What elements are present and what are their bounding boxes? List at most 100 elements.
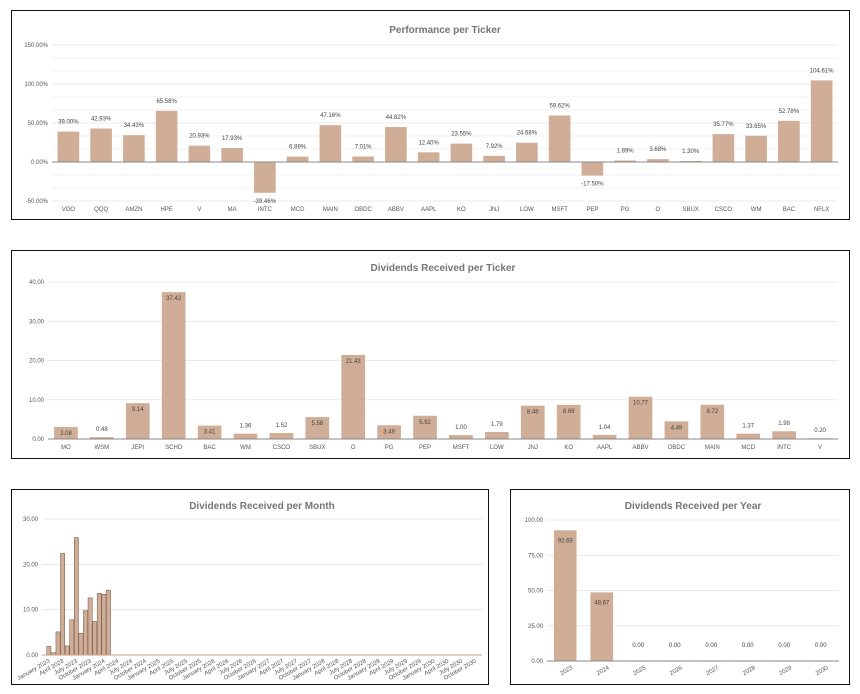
x-tick-label: 2028 — [742, 665, 757, 677]
x-tick-label: INTC — [777, 445, 792, 451]
bar-mcd — [736, 433, 761, 439]
y-tick-label: 0.00 — [32, 437, 44, 443]
x-tick-label: ABBV — [388, 207, 404, 213]
dividends-per-ticker-panel: Dividends Received per Ticker 0.00 10.00 20… — [11, 250, 850, 459]
bar-jnj — [520, 405, 545, 439]
performance-chart-panel: Performance per Ticker -50.00% 0.00% 50.00%… — [11, 10, 850, 220]
x-tick-label: LOW — [520, 207, 534, 213]
x-tick-label: AAPL — [421, 207, 437, 213]
y-tick-label: 40.00 — [29, 280, 45, 286]
y-tick-label: 30.00 — [23, 517, 39, 523]
x-tick-label: JNJ — [528, 445, 538, 451]
bar-pg — [614, 160, 636, 162]
bar-hpe — [155, 110, 178, 162]
y-tick-label: 20.00 — [29, 359, 45, 365]
data-label: 1.89% — [617, 149, 635, 155]
data-label: 1.36 — [240, 424, 252, 430]
data-label: 12.40% — [418, 140, 439, 146]
x-tick-label: WM — [240, 445, 251, 451]
data-label: 3.49 — [383, 429, 395, 435]
bar-month-7 — [74, 537, 79, 656]
x-tick-label: WSM — [95, 445, 110, 451]
x-tick-label: 2026 — [669, 665, 684, 677]
x-tick-label: CSCO — [273, 445, 291, 451]
data-label: 35.77% — [713, 122, 734, 128]
x-tick-label: MAIN — [705, 445, 720, 451]
bar-msft — [548, 115, 571, 162]
y-tick-label: 30.00 — [29, 319, 45, 325]
data-label: 8.69 — [563, 409, 575, 415]
x-tick-label: MA — [228, 207, 237, 213]
data-label: 5.92 — [419, 420, 431, 426]
data-label: 33.65% — [746, 124, 767, 130]
bar-main — [319, 125, 342, 162]
dividends-per-month-chart: Dividends Received per Month 0.00 10.00 20.… — [17, 501, 482, 682]
x-tick-label: MAIN — [323, 207, 338, 213]
bar-month-3 — [55, 631, 61, 656]
x-tick-label: OBDC — [668, 445, 686, 451]
data-label: 21.43 — [346, 359, 362, 365]
x-tick-label: MCD — [741, 445, 755, 451]
x-tick-label: PG — [385, 445, 394, 451]
bar-month-5 — [64, 645, 70, 656]
x-tick-label: VOO — [62, 207, 76, 213]
data-label: 3.41 — [204, 430, 216, 436]
x-tick-label: O — [656, 207, 661, 213]
data-label: 10.77 — [633, 401, 649, 407]
data-label: 8.72 — [706, 409, 718, 415]
bar-obdc — [664, 421, 689, 439]
data-label: 0.00 — [742, 643, 754, 649]
data-label: 52.78% — [779, 109, 800, 115]
dividends-per-year-panel: Dividends Received per Year 0.00 25.00 50.0… — [510, 489, 850, 685]
dividends-per-ticker-chart: Dividends Received per Ticker 0.00 10.00 20… — [29, 263, 838, 451]
x-tick-label: BAC — [203, 445, 216, 451]
bar-pep — [581, 162, 604, 176]
data-label: 1.04 — [599, 425, 611, 431]
data-label: 6.89% — [289, 145, 307, 151]
y-tick-label: 20.00 — [23, 562, 39, 568]
x-tick-label: AMZN — [125, 207, 142, 213]
bar-ko — [450, 143, 473, 162]
data-label: 1.98 — [778, 421, 790, 427]
x-tick-label: NFLX — [814, 207, 829, 213]
data-label: 1.79 — [491, 422, 503, 428]
y-tick-label: 0.00 — [26, 653, 38, 659]
bar-intc — [254, 162, 276, 193]
chart-title: Dividends Received per Year — [625, 501, 762, 512]
y-tick-label: 50.00 — [528, 589, 544, 595]
data-label: 65.58% — [156, 99, 177, 105]
x-tick-label: 2023 — [559, 665, 574, 677]
x-tick-label: CSCO — [715, 207, 733, 213]
x-tick-label: PEP — [586, 207, 598, 213]
x-tick-label: AAPL — [597, 445, 613, 451]
data-label: 3.08 — [60, 431, 72, 437]
data-label: 9.14 — [132, 407, 144, 413]
bar-wsm — [90, 437, 114, 439]
data-label: 0.00 — [778, 643, 790, 649]
y-tick-label: 25.00 — [528, 624, 544, 630]
x-tick-label: SBUX — [309, 445, 325, 451]
data-label: 5.58 — [311, 421, 323, 427]
bar-wm — [745, 135, 767, 162]
chart-title: Dividends Received per Ticker — [371, 263, 516, 274]
data-label: 7.01% — [355, 145, 373, 151]
data-label: 39.00% — [58, 120, 79, 126]
data-label: 1.37 — [742, 424, 754, 430]
dividends-per-year-chart: Dividends Received per Year 0.00 25.00 50.0… — [525, 501, 839, 677]
y-tick-label: 50.00% — [28, 121, 49, 127]
data-label: 1.52 — [276, 423, 288, 429]
x-tick-label: 2030 — [815, 665, 830, 677]
bar-ma — [221, 148, 243, 162]
bar-pg — [377, 425, 401, 439]
x-tick-label: HPE — [160, 207, 172, 213]
x-tick-label: BAC — [783, 207, 796, 213]
y-tick-label: 100.00% — [24, 82, 48, 88]
bar-main — [700, 404, 725, 439]
x-tick-label: SCHD — [165, 445, 183, 451]
x-tick-label: KO — [564, 445, 573, 451]
bar-sbux — [679, 160, 702, 162]
data-label: 4.49 — [671, 425, 683, 431]
bar-month-4 — [60, 553, 65, 656]
y-tick-label: -50.00% — [26, 199, 49, 205]
bar-csco — [712, 134, 735, 162]
